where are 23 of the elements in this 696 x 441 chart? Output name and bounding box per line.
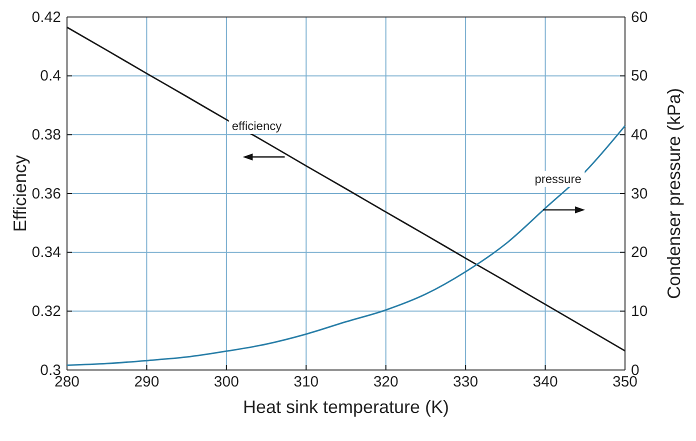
x-tick-label: 340 [532, 374, 558, 391]
y2-tick-label: 60 [631, 8, 648, 26]
x-tick-label: 290 [134, 374, 160, 391]
y-axis-title: Efficiency [10, 155, 30, 232]
x-tick-label: 330 [453, 374, 478, 391]
series-label: efficiency [232, 118, 282, 133]
y-tick-label: 0.38 [32, 126, 61, 144]
y-tick-label: 0.4 [40, 68, 61, 85]
x-axis-title: Heat sink temperature (K) [242, 397, 450, 417]
y-tick-label: 0.32 [32, 302, 61, 320]
series-label: pressure [534, 172, 582, 186]
y2-tick-label: 50 [631, 68, 648, 85]
y2-tick-label: 10 [631, 302, 648, 320]
y2-axis-title: Condenser pressure (kPa) [664, 88, 684, 300]
y2-tick-label: 20 [631, 244, 648, 262]
y-tick-label: 0.34 [32, 244, 61, 262]
y-tick-label: 0.36 [32, 185, 61, 202]
y2-tick-label: 40 [631, 126, 648, 144]
y2-tick-label: 30 [631, 185, 648, 202]
y-tick-label: 0.42 [32, 8, 61, 26]
x-tick-label: 300 [214, 374, 239, 391]
x-tick-label: 320 [373, 374, 398, 391]
x-tick-label: 310 [294, 374, 319, 391]
